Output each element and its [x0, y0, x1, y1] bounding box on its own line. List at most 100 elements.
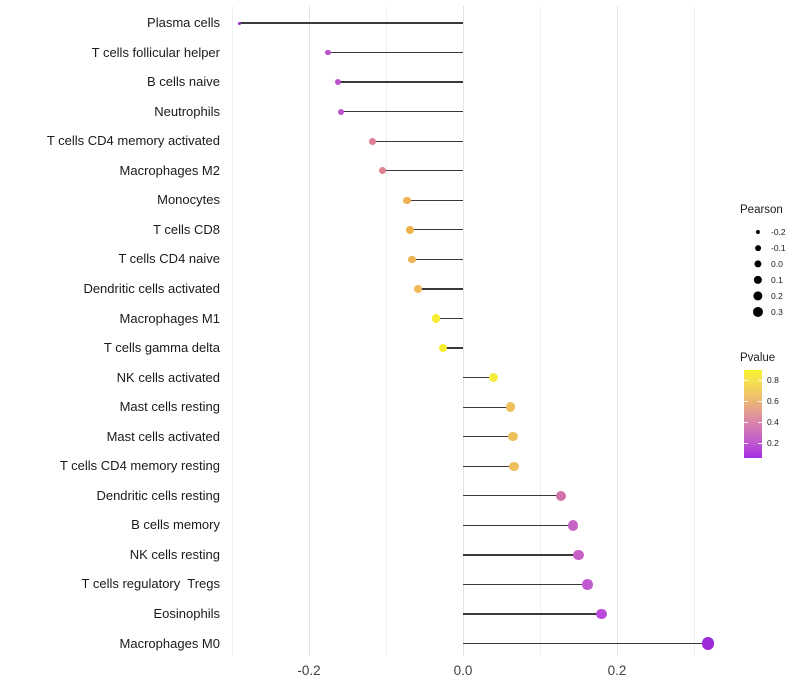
data-point-dot: [432, 314, 441, 323]
data-point-dot: [438, 343, 448, 353]
size-legend-label: 0.3: [771, 307, 783, 317]
size-legend-entry: -0.2: [740, 224, 800, 240]
data-point-dot: [596, 608, 607, 620]
colorbar-tickmark: [744, 379, 748, 381]
data-point-dot: [508, 431, 518, 442]
gridline: [617, 6, 618, 656]
category-label: T cells gamma delta: [103, 340, 220, 356]
colorbar-tick-label: 0.2: [767, 438, 779, 449]
colorbar-tickmark: [744, 443, 748, 445]
data-point-dot: [567, 520, 579, 531]
size-legend: Pearson -0.2 -0.1 0.0 0.1 0.2 0.3: [740, 204, 800, 320]
data-point-dot: [325, 49, 332, 56]
data-point-dot: [338, 108, 345, 115]
size-legend-entry: 0.0: [740, 256, 800, 272]
data-point-dot: [406, 226, 414, 234]
lollipop-stem: [239, 22, 463, 24]
x-tick-label: 0.2: [607, 663, 627, 678]
category-label: Plasma cells: [147, 15, 220, 30]
legend: Pearson -0.2 -0.1 0.0 0.1 0.2 0.3 Pvalue 0.8 0…: [740, 204, 800, 462]
size-legend-title: Pearson: [740, 204, 783, 216]
size-legend-entry: 0.3: [740, 304, 800, 320]
category-label: Dendritic cells activated: [83, 280, 220, 296]
category-label: NK cells activated: [116, 369, 220, 385]
data-point-dot: [403, 196, 411, 205]
lollipop-stem: [328, 51, 463, 54]
lollipop-stem: [463, 436, 514, 438]
category-label: T cells CD8: [153, 221, 220, 237]
category-label: Eosinophils: [153, 606, 221, 621]
category-label: NK cells resting: [129, 546, 220, 562]
lollipop-stem: [463, 406, 511, 408]
lollipop-stem: [442, 347, 463, 349]
category-label: T cells CD4 memory resting: [59, 458, 220, 474]
category-label: B cells memory: [131, 517, 220, 533]
color-legend-title: Pvalue: [740, 352, 776, 364]
size-legend-dot: [753, 291, 763, 301]
category-label: B cells naive: [147, 74, 220, 90]
data-point-dot: [335, 79, 342, 86]
lollipop-stem: [463, 465, 514, 467]
data-point-dot: [701, 637, 714, 650]
gridline: [386, 6, 387, 656]
category-label: T cells CD4 naive: [118, 251, 220, 267]
colorbar-tickmark: [758, 443, 762, 445]
data-point-dot: [555, 490, 566, 501]
x-tick-label: -0.2: [297, 663, 321, 678]
category-label: T cells follicular helper: [91, 44, 220, 60]
x-tick-label: 0.0: [453, 663, 473, 678]
pvalue-colorbar: [744, 370, 762, 458]
colorbar-tick-label: 0.8: [767, 374, 779, 385]
lollipop-stem: [418, 288, 463, 290]
category-label: T cells regulatory Tregs: [81, 576, 220, 592]
data-point-dot: [582, 579, 593, 590]
size-legend-dot: [752, 306, 764, 318]
category-label: Neutrophils: [154, 103, 220, 119]
colorbar-tickmark: [744, 421, 748, 423]
lollipop-stem: [406, 199, 463, 201]
lollipop-stem: [463, 524, 574, 526]
colorbar-tick-label: 0.6: [767, 395, 779, 406]
category-label: Macrophages M1: [119, 310, 220, 326]
lollipop-stem: [463, 376, 494, 379]
lollipop-stem: [463, 583, 588, 586]
category-label: Mast cells activated: [106, 428, 220, 444]
lollipop-stem: [372, 140, 463, 142]
lollipop-stem: [341, 111, 463, 113]
category-label: Macrophages M2: [119, 162, 220, 178]
category-label: Mast cells resting: [119, 399, 220, 415]
size-legend-dot: [754, 260, 762, 268]
lollipop-stem: [463, 613, 602, 615]
data-point-dot: [573, 549, 584, 561]
size-legend-label: -0.1: [771, 243, 786, 253]
size-legend-entry: 0.1: [740, 272, 800, 288]
data-point-dot: [368, 137, 376, 145]
size-legend-dot: [753, 275, 763, 285]
colorbar-tickmark: [758, 421, 762, 423]
data-point-dot: [489, 373, 499, 383]
size-legend-entries: -0.2 -0.1 0.0 0.1 0.2 0.3: [740, 224, 800, 320]
data-point-dot: [378, 167, 386, 175]
colorbar-tickmark: [744, 400, 748, 402]
size-legend-entry: -0.1: [740, 240, 800, 256]
data-point-dot: [414, 285, 423, 293]
color-legend: Pvalue 0.8 0.6 0.4 0.2: [740, 352, 800, 462]
data-point-dot: [506, 402, 516, 412]
lollipop-stem: [409, 229, 463, 231]
lollipop-stem: [436, 317, 463, 320]
size-legend-dot: [755, 245, 761, 251]
lollipop-stem: [338, 81, 463, 83]
colorbar-tickmark: [758, 400, 762, 402]
data-point-dot: [238, 21, 242, 25]
color-legend-bar-wrap: 0.8 0.6 0.4 0.2: [740, 370, 800, 462]
lollipop-stem: [412, 258, 463, 261]
size-legend-entry: 0.2: [740, 288, 800, 304]
size-legend-dot: [755, 229, 761, 235]
data-point-dot: [509, 461, 519, 471]
lollipop-stem: [463, 642, 708, 645]
plot-panel: [228, 6, 728, 656]
colorbar-tick-label: 0.4: [767, 416, 779, 427]
size-legend-label: 0.0: [771, 259, 783, 269]
category-label: Monocytes: [157, 192, 220, 208]
